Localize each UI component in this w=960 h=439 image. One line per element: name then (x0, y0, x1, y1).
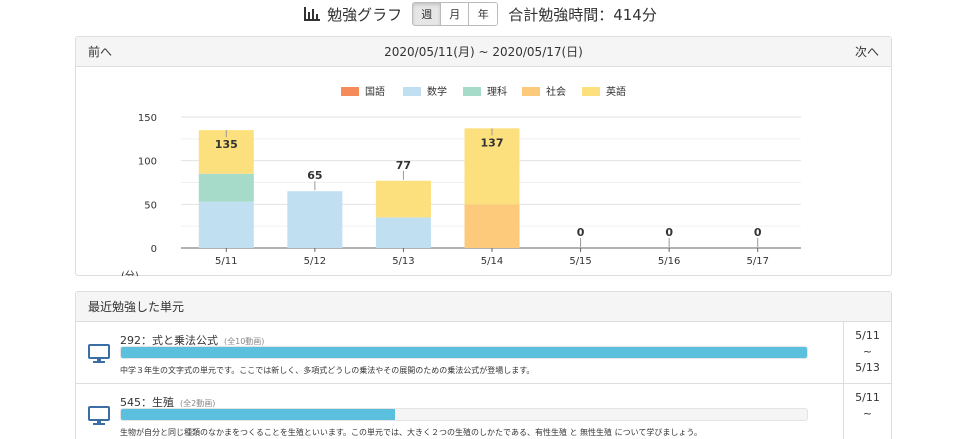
monitor-icon (88, 344, 110, 363)
y-tick-label: 0 (151, 244, 157, 255)
y-tick-label: 100 (138, 157, 157, 168)
recent-units-panel: 最近勉強した単元 292：式と乗法公式 (全10動画) 中学３年生の文字式の単元で… (75, 291, 892, 439)
legend-swatch (522, 87, 540, 96)
period-year-button[interactable]: 年 (469, 3, 498, 25)
bar-segment (198, 173, 254, 202)
unit-date-start: 5/11 (855, 329, 880, 342)
bar-chart-icon (304, 7, 321, 21)
period-month-button[interactable]: 月 (441, 3, 470, 25)
unit-video-count: (全10動画) (224, 337, 265, 346)
x-tick-label: 5/17 (746, 256, 768, 267)
bar-segment (464, 204, 520, 248)
date-range: 2020/05/11(月) ~ 2020/05/17(日) (384, 45, 583, 59)
legend-swatch (403, 87, 421, 96)
legend-swatch (463, 87, 481, 96)
bar-segment (375, 217, 431, 248)
bar-total-label: 0 (754, 226, 762, 239)
recent-panel-title: 最近勉強した単元 (88, 300, 185, 314)
unit-description: 中学３年生の文字式の単元です。ここでは新しく、多項式どうしの乗法やその展開のため… (120, 366, 535, 375)
legend-swatch (341, 87, 359, 96)
unit-date-end: 5/13 (855, 361, 880, 374)
unit-date-range: 5/11 ~ 5/13 (843, 322, 891, 383)
study-chart-panel: 前へ 2020/05/11(月) ~ 2020/05/17(日) 次へ 国語 数学… (75, 36, 892, 276)
period-selector: 週 月 年 (412, 2, 499, 26)
unit-row[interactable]: 545：生殖 (全2動画) 生物が自分と同じ種類のなかまをつくることを生殖といいま… (76, 384, 891, 439)
bar-total-label: 135 (215, 138, 238, 151)
bar-total-label: 0 (665, 226, 673, 239)
unit-date-range: 5/11 ~ (843, 384, 891, 439)
unit-progress-bar (120, 408, 808, 421)
monitor-icon (88, 406, 110, 425)
x-tick-label: 5/13 (392, 256, 414, 267)
unit-video-count: (全2動画) (180, 399, 216, 408)
recent-panel-header: 最近勉強した単元 (76, 292, 891, 322)
y-unit-label: (分) (121, 270, 139, 276)
next-week-link[interactable]: 次へ (854, 45, 879, 59)
bar-segment (375, 180, 431, 218)
legend-label: 理科 (487, 85, 507, 98)
x-tick-label: 5/15 (569, 256, 591, 267)
unit-progress-bar (120, 346, 808, 359)
unit-title[interactable]: 292：式と乗法公式 (全10動画) (120, 334, 265, 347)
unit-date-start: 5/11 (855, 391, 880, 404)
chart-panel-header: 前へ 2020/05/11(月) ~ 2020/05/17(日) 次へ (76, 37, 891, 67)
page-title: 勉強グラフ (327, 5, 403, 24)
stacked-bar-chart: 国語 数学 理科 社会 英語 0 50 100 150 (分) 135 5/11 65 5/12 77 5/1… (121, 85, 801, 276)
bar-total-label: 137 (481, 136, 504, 149)
legend-swatch (582, 87, 600, 96)
bar-total-label: 65 (307, 169, 322, 182)
x-tick-label: 5/12 (304, 256, 326, 267)
x-tick-label: 5/14 (481, 256, 503, 267)
period-week-button[interactable]: 週 (413, 3, 442, 25)
unit-description: 生物が自分と同じ種類のなかまをつくることを生殖といいます。この単元では、大きく２… (120, 428, 702, 437)
x-tick-label: 5/11 (215, 256, 237, 267)
legend-label: 数学 (427, 85, 447, 98)
bar-segment (198, 201, 254, 248)
unit-date-separator: ~ (862, 345, 873, 358)
unit-title[interactable]: 545：生殖 (全2動画) (120, 396, 216, 409)
bar-segment (287, 191, 343, 248)
unit-date-separator: ~ (862, 407, 873, 420)
prev-week-link[interactable]: 前へ (88, 45, 113, 59)
bar-total-label: 77 (396, 159, 411, 172)
page-header: 勉強グラフ 週 月 年 合計勉強時間：414分 (0, 0, 960, 28)
unit-progress-fill (121, 347, 807, 358)
y-tick-label: 150 (138, 113, 157, 124)
legend-label: 社会 (546, 85, 566, 98)
unit-progress-fill (121, 409, 396, 420)
y-tick-label: 50 (144, 200, 157, 211)
legend-label: 国語 (365, 85, 385, 98)
bar-segment (464, 128, 520, 205)
legend-label: 英語 (606, 85, 626, 98)
bar-segment (198, 130, 254, 174)
unit-row[interactable]: 292：式と乗法公式 (全10動画) 中学３年生の文字式の単元です。ここでは新しく… (76, 322, 891, 384)
x-tick-label: 5/16 (658, 256, 680, 267)
total-study-time: 合計勉強時間：414分 (508, 5, 657, 24)
bar-total-label: 0 (577, 226, 585, 239)
